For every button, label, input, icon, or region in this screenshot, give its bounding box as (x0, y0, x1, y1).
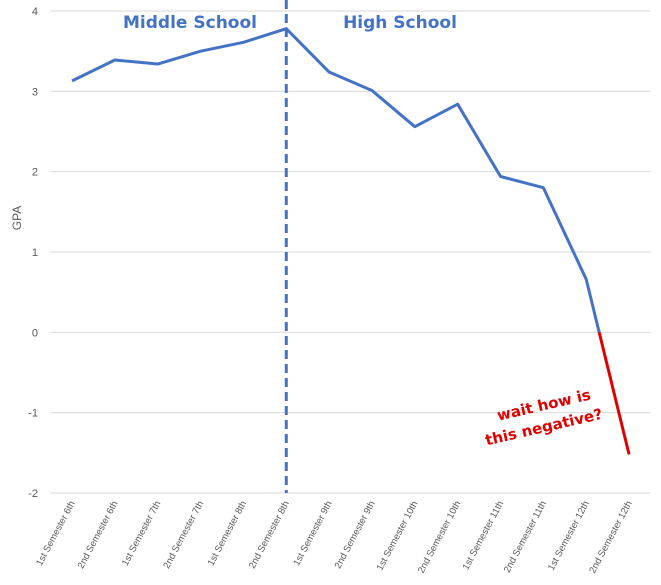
x-tick-label: 2nd Semester 9th (333, 499, 378, 570)
x-tick-label: 1st Semester 7th (120, 499, 163, 568)
annotation: Middle School (123, 13, 257, 33)
x-tick-label: 1st Semester 10th (375, 499, 421, 572)
x-tick-label: 2nd Semester 10th (416, 499, 463, 575)
line-positive (71, 27, 601, 333)
y-axis-label: GPA (10, 206, 24, 230)
x-tick-label: 1st Semester 9th (291, 499, 334, 568)
x-tick-label: 1st Semester 11th (461, 499, 507, 572)
x-tick-label: 1st Semester 8th (206, 499, 249, 568)
x-tick-label: 2nd Semester 8th (247, 499, 292, 570)
y-tick-label: -1 (28, 408, 38, 420)
y-tick-label: -2 (28, 488, 38, 500)
x-tick-label: 2nd Semester 6th (76, 499, 121, 570)
y-tick-label: 3 (32, 86, 38, 98)
y-tick-label: 4 (32, 6, 38, 18)
x-tick-label: 2nd Semester 11th (502, 499, 549, 574)
x-tick-label: 2nd Semester 7th (161, 499, 206, 570)
x-tick-label: 1st Semester 6th (34, 499, 77, 568)
line-negative (597, 332, 631, 455)
y-tick-label: 1 (32, 247, 38, 259)
x-tick-label: 2nd Semester 12th (587, 499, 634, 575)
annotation: High School (343, 13, 457, 33)
y-tick-label: 0 (32, 327, 38, 339)
x-tick-label: 1st Semester 12th (546, 499, 592, 572)
y-tick-label: 2 (32, 167, 38, 179)
